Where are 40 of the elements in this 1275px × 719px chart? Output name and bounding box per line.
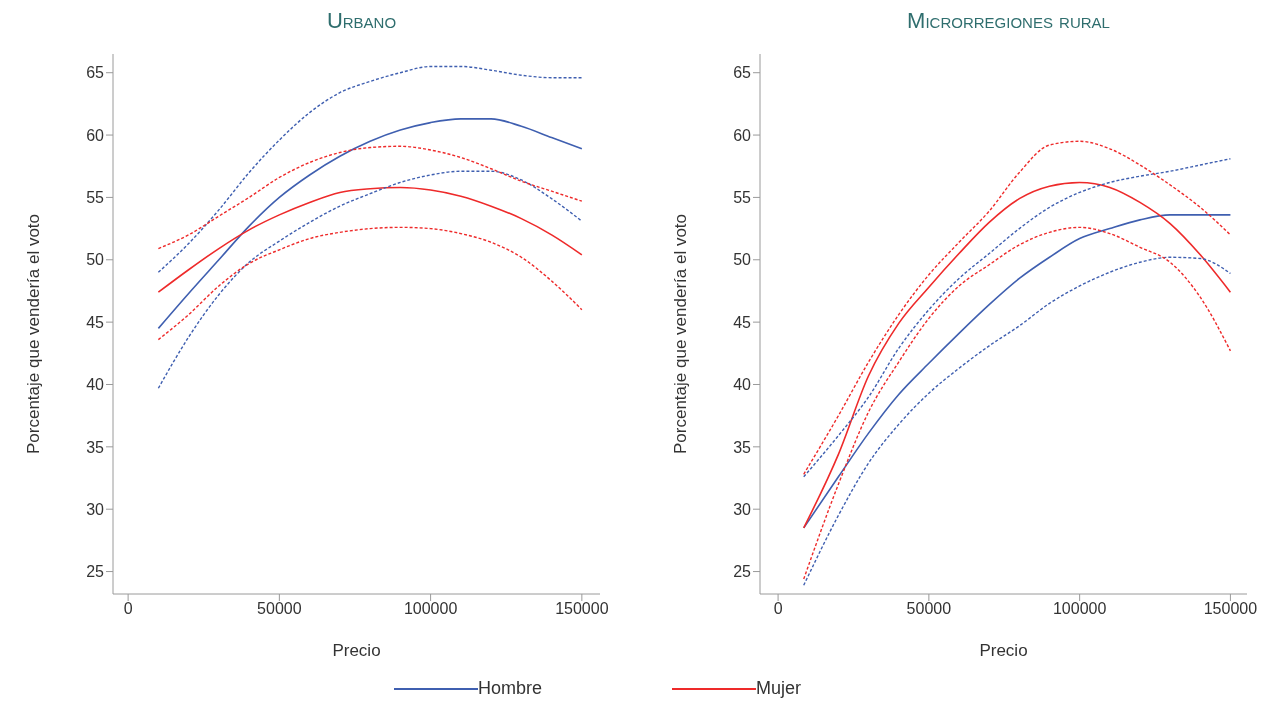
line-series — [157, 145, 583, 250]
legend-label: Hombre — [477, 678, 542, 699]
y-tick-label: 55 — [733, 189, 752, 207]
line-series — [157, 170, 583, 389]
y-tick-label: 30 — [86, 500, 105, 518]
y-tick-label: 60 — [86, 126, 105, 144]
legend-label: Mujer — [756, 678, 802, 699]
line-series — [157, 65, 583, 273]
chart-title: Microrregiones rural — [906, 8, 1111, 35]
y-tick-label: 45 — [733, 313, 752, 331]
y-tick-label: 45 — [86, 313, 105, 331]
x-tick-label: 50000 — [257, 600, 302, 618]
chart-title: Urbano — [325, 8, 398, 35]
y-tick-label: 40 — [86, 376, 105, 394]
y-tick-label: 35 — [733, 438, 752, 456]
x-tick-label: 100000 — [1052, 600, 1107, 618]
y-tick-label: 30 — [733, 500, 752, 518]
x-tick-label: 100000 — [403, 600, 458, 618]
y-tick-label: 65 — [733, 64, 752, 82]
line-series — [157, 118, 583, 330]
y-tick-label: 25 — [733, 563, 752, 581]
x-tick-label: 0 — [123, 600, 133, 618]
y-tick-label: 40 — [733, 376, 752, 394]
line-series — [157, 226, 583, 341]
y-axis-title: Porcentaje que vendería el voto — [24, 213, 44, 454]
y-tick-label: 55 — [86, 189, 105, 207]
line-series — [157, 186, 583, 293]
y-tick-label: 65 — [86, 64, 105, 82]
y-tick-label: 35 — [86, 438, 105, 456]
x-tick-label: 0 — [773, 600, 783, 618]
y-tick-label: 50 — [733, 251, 752, 269]
x-tick-label: 150000 — [1203, 600, 1258, 618]
y-tick-label: 25 — [86, 563, 105, 581]
y-tick-label: 50 — [86, 251, 105, 269]
y-axis-title: Porcentaje que vendería el voto — [671, 213, 691, 454]
x-axis-title: Precio — [979, 641, 1028, 660]
x-tick-label: 150000 — [555, 600, 609, 618]
y-tick-label: 60 — [733, 126, 752, 144]
x-axis-title: Precio — [332, 641, 381, 660]
x-tick-label: 50000 — [906, 600, 952, 618]
